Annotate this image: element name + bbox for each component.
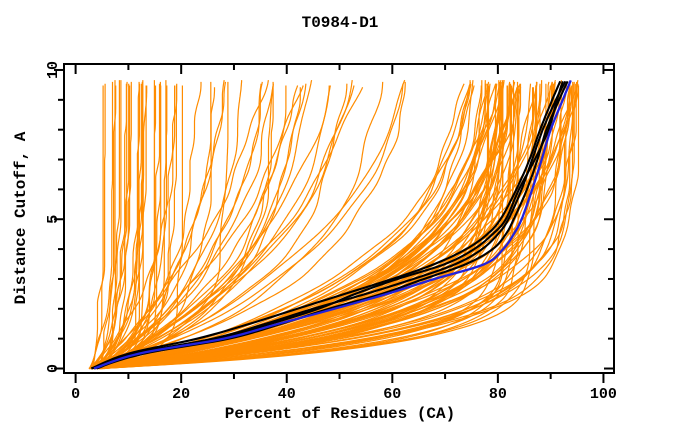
orange-curve-low-6 (90, 83, 178, 369)
orange-curve-mid-16 (93, 85, 330, 370)
orange-curve-failed-6 (98, 85, 168, 370)
orange-curve-good-27 (101, 87, 534, 370)
x-tick-label-40: 40 (278, 386, 296, 403)
orange-curve-low-7 (103, 81, 229, 370)
x-tick-label-80: 80 (489, 386, 507, 403)
black-model-1-curve (91, 80, 567, 370)
orange-curve-mid-15 (98, 83, 307, 370)
orange-curve-failed-22 (93, 80, 122, 369)
black-model-4-curve (96, 81, 564, 370)
orange-curve-mid-5 (92, 83, 274, 370)
x-tick-label-100: 100 (590, 386, 617, 403)
tick-marks (54, 64, 614, 383)
orange-curve-low-11 (101, 80, 225, 369)
orange-curve-failed-29 (90, 85, 104, 369)
orange-curve-low-1 (96, 81, 263, 370)
x-axis-title: Percent of Residues (CA) (224, 405, 456, 423)
orange-curve-mid-9 (90, 81, 406, 370)
y-tick-label-0: 0 (45, 364, 62, 373)
orange-curve-failed-2 (98, 80, 116, 369)
x-tick-label-0: 0 (71, 386, 80, 403)
orange-curve-mid-2 (93, 83, 404, 370)
orange-curve-mid-14 (95, 85, 287, 370)
orange-curve-best_right-2 (98, 83, 577, 370)
orange-curve-failed-23 (103, 85, 157, 370)
orange-curve-good-47 (99, 81, 578, 370)
chart-title: T0984-D1 (301, 14, 379, 32)
orange-curve-good-66 (89, 81, 550, 370)
x-tick-labels: 0 20 40 60 80 100 (71, 386, 617, 403)
orange-curve-failed-28 (93, 83, 140, 370)
highlighted-curves (90, 80, 572, 370)
orange-curve-excellent-3 (101, 81, 519, 370)
orange-curve-mid-4 (102, 81, 384, 370)
orange-curve-low-2 (102, 81, 274, 370)
orange-curve-good-68 (96, 83, 567, 370)
orange-curve-good-79 (93, 85, 497, 370)
orange-curve-mid-11 (100, 80, 353, 370)
orange-curve-failed-13 (103, 85, 176, 370)
y-tick-labels: 0 5 10 (45, 61, 62, 373)
orange-curve-failed-21 (90, 81, 128, 369)
orange-curve-excellent-0 (94, 81, 538, 370)
orange-curve-good-34 (93, 85, 580, 370)
orange-curve-excellent-6 (101, 87, 534, 370)
orange-curve-good-17 (93, 85, 509, 370)
orange-curve-mid-1 (95, 85, 304, 369)
orange-curve-mid-3 (90, 80, 269, 369)
orange-curve-mid-17 (102, 87, 364, 370)
orange-curve-failed-25 (91, 85, 131, 369)
y-tick-label-10: 10 (45, 61, 62, 79)
x-tick-label-60: 60 (383, 386, 401, 403)
orange-curve-good-74 (99, 85, 520, 370)
orange-curve-good-35 (93, 83, 465, 370)
orange-curve-mid-8 (102, 85, 299, 370)
x-tick-label-20: 20 (172, 386, 190, 403)
orange-model-curves (88, 79, 580, 370)
orange-curve-failed-3 (88, 81, 114, 369)
orange-curve-good-69 (94, 83, 574, 370)
orange-curve-mid-12 (93, 79, 406, 370)
y-tick-label-5: 5 (45, 215, 62, 224)
orange-curve-good-77 (91, 83, 555, 370)
orange-curve-low-10 (98, 83, 262, 369)
orange-curve-failed-8 (98, 85, 117, 369)
blue-reference-curve (93, 80, 572, 370)
orange-curve-failed-11 (95, 81, 140, 369)
orange-curve-failed-0 (99, 83, 161, 370)
orange-curve-failed-9 (96, 81, 132, 369)
curves-layer (88, 79, 580, 370)
orange-curve-low-0 (92, 85, 274, 370)
orange-curve-failed-18 (91, 83, 106, 369)
orange-curve-low-5 (100, 81, 202, 369)
orange-curve-good-60 (92, 81, 538, 370)
black-model-3-curve (90, 80, 562, 370)
